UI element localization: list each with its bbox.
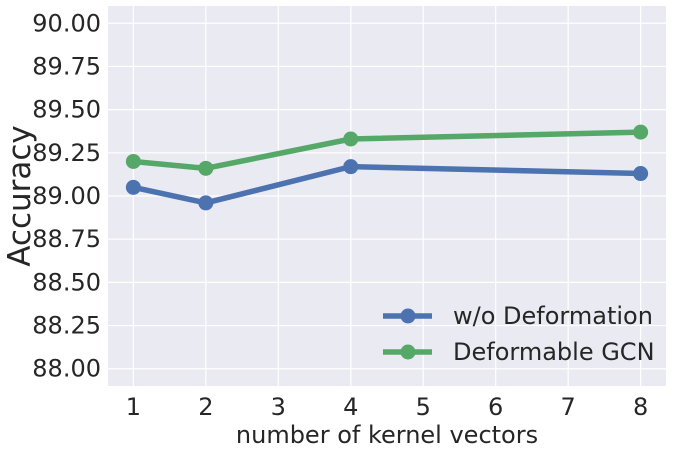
series-line (130, 163, 644, 206)
data-point (343, 159, 359, 175)
series-1 (125, 124, 649, 176)
x-axis-label: number of kernel vectors (236, 421, 538, 449)
x-tick-label: 4 (343, 393, 358, 421)
series-0 (125, 159, 649, 211)
x-tick-label: 3 (271, 393, 286, 421)
x-tick-label: 2 (198, 393, 213, 421)
y-tick-label: 89.75 (32, 52, 101, 80)
data-point (633, 166, 649, 182)
legend-label: Deformable GCN (453, 338, 655, 366)
y-tick-label: 88.25 (32, 312, 101, 340)
x-tick-label: 6 (488, 393, 503, 421)
y-axis-ticks: 88.00 88.25 88.50 88.75 89.00 89.25 89.50 89.75… (32, 9, 101, 382)
y-tick-label: 88.00 (32, 355, 101, 383)
data-point (125, 153, 141, 169)
data-point (198, 195, 214, 211)
y-tick-label: 88.50 (32, 268, 101, 296)
y-tick-label: 89.25 (32, 139, 101, 167)
data-point (633, 124, 649, 140)
legend-marker (400, 308, 416, 324)
series-line (130, 129, 644, 172)
y-tick-label: 90.00 (32, 9, 101, 37)
legend-label: w/o Deformation (453, 302, 653, 330)
x-tick-label: 7 (561, 393, 576, 421)
y-tick-label: 89.00 (32, 182, 101, 210)
y-tick-label: 89.50 (32, 96, 101, 124)
legend-marker (400, 344, 416, 360)
x-tick-label: 1 (126, 393, 141, 421)
legend: w/o Deformation Deformable GCN (383, 302, 655, 366)
grid-lines (108, 6, 666, 386)
data-point (125, 179, 141, 195)
series-layer (125, 124, 649, 211)
x-axis-ticks: 1 2 3 4 5 6 7 8 (126, 393, 649, 421)
y-axis-label: Accuracy (2, 125, 38, 267)
x-tick-label: 8 (633, 393, 648, 421)
x-tick-label: 5 (416, 393, 431, 421)
data-point (198, 160, 214, 176)
y-tick-label: 88.75 (32, 225, 101, 253)
data-point (343, 131, 359, 147)
